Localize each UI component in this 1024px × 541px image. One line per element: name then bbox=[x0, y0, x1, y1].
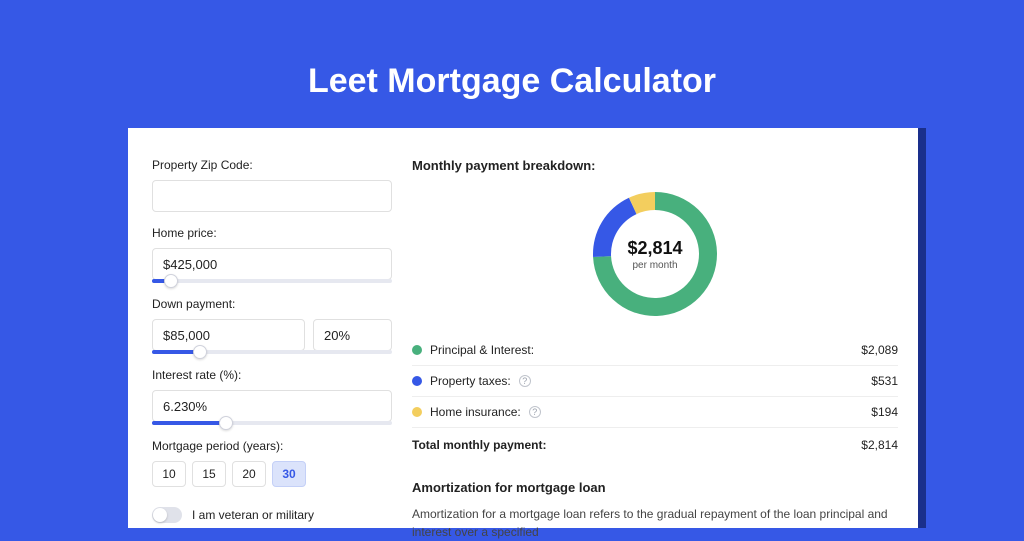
interest-rate-label: Interest rate (%): bbox=[152, 368, 392, 382]
legend-row: Principal & Interest: $2,089 bbox=[412, 335, 898, 366]
period-option-30[interactable]: 30 bbox=[272, 461, 306, 487]
info-icon[interactable]: ? bbox=[529, 406, 541, 418]
info-icon[interactable]: ? bbox=[519, 375, 531, 387]
legend-value: $531 bbox=[871, 374, 898, 388]
down-payment-percent-input[interactable] bbox=[313, 319, 392, 351]
legend-label: Property taxes: bbox=[430, 374, 511, 388]
total-value: $2,814 bbox=[861, 438, 898, 452]
period-option-10[interactable]: 10 bbox=[152, 461, 186, 487]
donut-chart: $2,814 per month bbox=[412, 183, 898, 335]
zip-field: Property Zip Code: bbox=[152, 158, 392, 212]
toggle-knob bbox=[153, 508, 167, 522]
amortization-body: Amortization for a mortgage loan refers … bbox=[412, 505, 898, 541]
breakdown-title: Monthly payment breakdown: bbox=[412, 158, 898, 173]
total-label: Total monthly payment: bbox=[412, 438, 546, 452]
period-option-15[interactable]: 15 bbox=[192, 461, 226, 487]
interest-rate-input[interactable] bbox=[152, 390, 392, 422]
legend-dot bbox=[412, 376, 422, 386]
down-payment-label: Down payment: bbox=[152, 297, 392, 311]
interest-rate-field: Interest rate (%): bbox=[152, 368, 392, 425]
total-row: Total monthly payment: $2,814 bbox=[412, 428, 898, 460]
donut-center-value: $2,814 bbox=[627, 238, 682, 258]
down-payment-slider[interactable] bbox=[152, 350, 392, 354]
down-payment-amount-input[interactable] bbox=[152, 319, 305, 351]
form-column: Property Zip Code: Home price: Down paym… bbox=[152, 158, 392, 528]
calculator-panel: Property Zip Code: Home price: Down paym… bbox=[128, 128, 918, 528]
interest-rate-slider[interactable] bbox=[152, 421, 392, 425]
page-title: Leet Mortgage Calculator bbox=[0, 0, 1024, 101]
legend-row: Home insurance:? $194 bbox=[412, 397, 898, 428]
home-price-slider-thumb[interactable] bbox=[164, 274, 178, 288]
legend: Principal & Interest: $2,089 Property taxe… bbox=[412, 335, 898, 428]
donut-center-label: per month bbox=[632, 260, 677, 271]
down-payment-slider-thumb[interactable] bbox=[193, 345, 207, 359]
period-field: Mortgage period (years): 10152030 bbox=[152, 439, 392, 487]
veteran-label: I am veteran or military bbox=[192, 508, 314, 522]
veteran-row: I am veteran or military bbox=[152, 507, 392, 523]
zip-input[interactable] bbox=[152, 180, 392, 212]
legend-dot bbox=[412, 345, 422, 355]
home-price-field: Home price: bbox=[152, 226, 392, 283]
legend-value: $2,089 bbox=[861, 343, 898, 357]
home-price-slider[interactable] bbox=[152, 279, 392, 283]
interest-rate-slider-thumb[interactable] bbox=[219, 416, 233, 430]
legend-row: Property taxes:? $531 bbox=[412, 366, 898, 397]
legend-dot bbox=[412, 407, 422, 417]
breakdown-column: Monthly payment breakdown: $2,814 per mon… bbox=[412, 158, 898, 528]
legend-value: $194 bbox=[871, 405, 898, 419]
veteran-toggle[interactable] bbox=[152, 507, 182, 523]
home-price-input[interactable] bbox=[152, 248, 392, 280]
legend-label: Principal & Interest: bbox=[430, 343, 534, 357]
home-price-label: Home price: bbox=[152, 226, 392, 240]
period-option-20[interactable]: 20 bbox=[232, 461, 266, 487]
legend-label: Home insurance: bbox=[430, 405, 521, 419]
amortization-title: Amortization for mortgage loan bbox=[412, 480, 898, 495]
zip-label: Property Zip Code: bbox=[152, 158, 392, 172]
period-label: Mortgage period (years): bbox=[152, 439, 392, 453]
down-payment-field: Down payment: bbox=[152, 297, 392, 354]
